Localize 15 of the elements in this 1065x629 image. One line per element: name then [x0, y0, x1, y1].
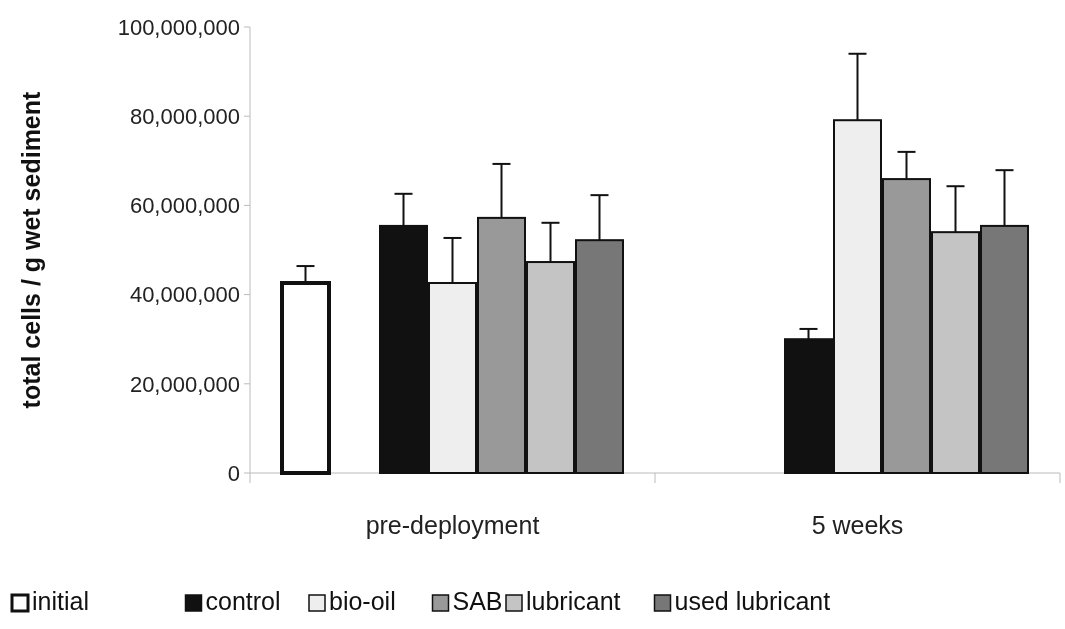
- legend-label: bio-oil: [329, 587, 396, 615]
- y-tick-label: 100,000,000: [117, 14, 240, 40]
- y-tick-label: 0: [227, 460, 240, 486]
- legend-label: initial: [32, 587, 89, 615]
- y-axis-title: total cells / g wet sediment: [17, 90, 45, 409]
- legend-label: used lubricant: [674, 587, 831, 615]
- legend-label: control: [205, 587, 281, 615]
- x-tick-label: pre-deployment: [365, 511, 540, 539]
- legend-label: lubricant: [526, 587, 621, 615]
- legend-label: SAB: [452, 587, 503, 615]
- y-tick-label: 80,000,000: [129, 103, 240, 129]
- y-tick-label: 20,000,000: [129, 371, 240, 397]
- y-tick-label: 60,000,000: [129, 193, 240, 219]
- x-tick-label: 5 weeks: [811, 511, 904, 539]
- y-tick-label: 40,000,000: [129, 282, 240, 308]
